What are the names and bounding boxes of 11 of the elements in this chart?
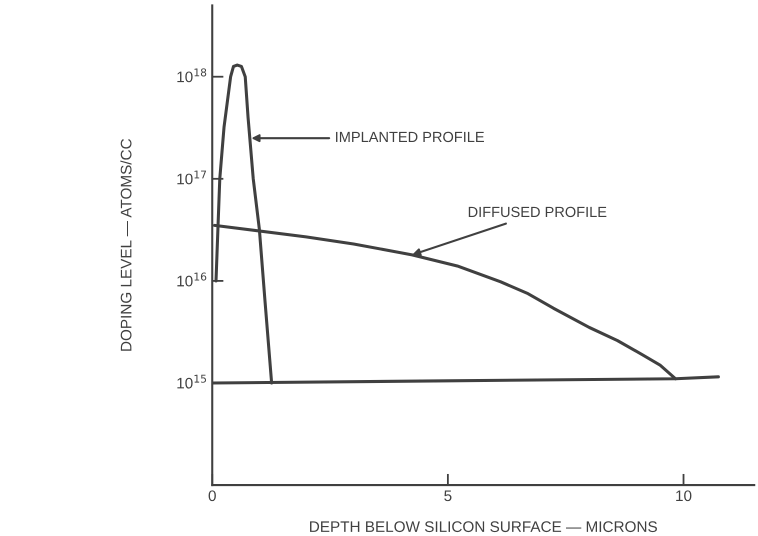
annotation: DIFFUSED PROFILE xyxy=(468,206,606,218)
y-axis-title: DOPING LEVEL — ATOMS/CC xyxy=(120,138,132,351)
y-tick-label: 10$^{16}$ xyxy=(177,272,206,286)
x-tick-label: 0 xyxy=(208,490,216,502)
y-tick-label: 10$^{15}$ xyxy=(177,374,206,389)
annotation: IMPLANTED PROFILE xyxy=(336,132,484,142)
x-axis-title: DEPTH BELOW SILICON SURFACE — MICRONS xyxy=(310,521,657,532)
y-tick-label: 10$^{18}$ xyxy=(177,68,206,82)
y-tick-label: 10$^{17}$ xyxy=(177,170,206,184)
x-tick-label: 10 xyxy=(676,490,692,502)
x-tick-label: 5 xyxy=(444,490,452,502)
